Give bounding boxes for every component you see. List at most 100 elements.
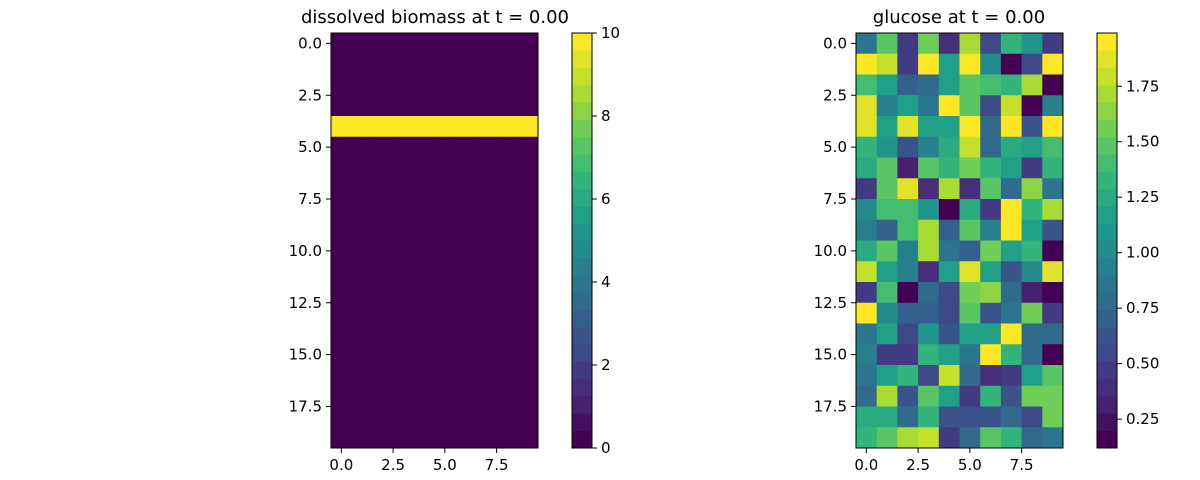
heatmap-cell (434, 157, 456, 179)
heatmap-cell (856, 33, 878, 55)
y-tick-label: 15.0 (289, 346, 322, 364)
heatmap-cell (331, 344, 353, 366)
heatmap-cell (372, 33, 394, 55)
heatmap-cell (413, 157, 435, 179)
heatmap-cell (1000, 178, 1022, 200)
heatmap-cell (1021, 178, 1043, 200)
heatmap-cell (372, 74, 394, 96)
heatmap-cell (351, 365, 373, 387)
heatmap-cell (1021, 302, 1043, 324)
heatmap-cell (351, 53, 373, 75)
heatmap-cell (434, 178, 456, 200)
heatmap-cell (980, 365, 1002, 387)
heatmap-cell (434, 53, 456, 75)
heatmap-cell (897, 240, 919, 262)
colorbar-tick-label: 1.25 (1126, 188, 1159, 206)
heatmap-cell (475, 199, 497, 221)
heatmap-cell (351, 199, 373, 221)
heatmap-cell (413, 385, 435, 407)
heatmap-cell (1042, 199, 1064, 221)
heatmap-cell (1042, 344, 1064, 366)
colorbar-segment (1097, 396, 1117, 414)
heatmap-cell (1000, 157, 1022, 179)
heatmap-cell (393, 427, 415, 449)
heatmap-cell (959, 33, 981, 55)
heatmap-cell (351, 136, 373, 158)
x-tick-label: 7.5 (1010, 456, 1034, 474)
heatmap-cell (331, 261, 353, 283)
heatmap-cell (1000, 116, 1022, 138)
heatmap-cell (372, 323, 394, 345)
heatmap-cell (496, 136, 518, 158)
heatmap-cell (351, 427, 373, 449)
heatmap-cell (897, 157, 919, 179)
heatmap-cell (938, 136, 960, 158)
y-tick-label: 2.5 (823, 86, 847, 104)
heatmap-cell (351, 323, 373, 345)
plot-frame (330, 32, 539, 449)
heatmap-cell (517, 406, 539, 428)
heatmap-cell (938, 157, 960, 179)
colorbar-segment (572, 396, 592, 414)
heatmap-cell (393, 95, 415, 117)
heatmap-cell (351, 406, 373, 428)
colorbar-segment (1097, 119, 1117, 138)
heatmap-cell (475, 282, 497, 304)
heatmap-cell (876, 136, 898, 158)
heatmap-cell (980, 116, 1002, 138)
heatmap-cell (1021, 136, 1043, 158)
heatmap-cell (413, 240, 435, 262)
heatmap-cell (938, 427, 960, 449)
heatmap-cell (897, 302, 919, 324)
colorbar-segment (1097, 136, 1117, 155)
colorbar-segment (1097, 33, 1117, 51)
heatmap-cell (1021, 240, 1043, 262)
colorbar-segment (572, 188, 592, 207)
heatmap-cell (372, 157, 394, 179)
heatmap-cell (876, 365, 898, 387)
heatmap-cell (455, 323, 477, 345)
heatmap-cell (856, 116, 878, 138)
heatmap-cell (1042, 261, 1064, 283)
heatmap-cell (856, 323, 878, 345)
x-tick-label: 5.0 (433, 456, 457, 474)
y-tick-label: 12.5 (289, 294, 322, 312)
heatmap-cell (496, 116, 518, 138)
heatmap-cell (959, 199, 981, 221)
x-tick-label: 0.0 (854, 456, 878, 474)
y-tick-label: 17.5 (289, 398, 322, 416)
heatmap-cell (959, 74, 981, 96)
y-tick-label: 5.0 (298, 138, 322, 156)
colorbar-segment (1097, 413, 1117, 432)
heatmap-cell (1021, 33, 1043, 55)
heatmap-cell (876, 302, 898, 324)
heatmap-cell (434, 261, 456, 283)
heatmap-cell (876, 261, 898, 283)
heatmap-cell (351, 219, 373, 241)
heatmap-cell (496, 157, 518, 179)
heatmap-cell (393, 240, 415, 262)
heatmap-cell (517, 74, 539, 96)
heatmap-cell (959, 240, 981, 262)
heatmap-cell (434, 95, 456, 117)
heatmap-cell (1021, 74, 1043, 96)
heatmap-cell (856, 178, 878, 200)
heatmap-cell (918, 53, 940, 75)
heatmap-cell (1000, 365, 1022, 387)
heatmap-cell (372, 178, 394, 200)
heatmap-cell (918, 282, 940, 304)
heatmap-cell (959, 406, 981, 428)
heatmap-cell (938, 344, 960, 366)
heatmap-cell (980, 157, 1002, 179)
colorbar: 0 2 4 6 8 10 (571, 24, 620, 457)
heatmap-cell (434, 282, 456, 304)
heatmap-cell (980, 219, 1002, 241)
heatmap-cell (980, 302, 1002, 324)
heatmap-cell (918, 385, 940, 407)
heatmap-cell (1000, 136, 1022, 158)
heatmap-cell (496, 385, 518, 407)
y-tick-label: 7.5 (823, 190, 847, 208)
heatmap-cell (1042, 178, 1064, 200)
heatmap-cell (1042, 282, 1064, 304)
y-axis: 0.0 2.5 5.0 7.5 10.0 12.5 15.0 17.5 (289, 34, 331, 416)
